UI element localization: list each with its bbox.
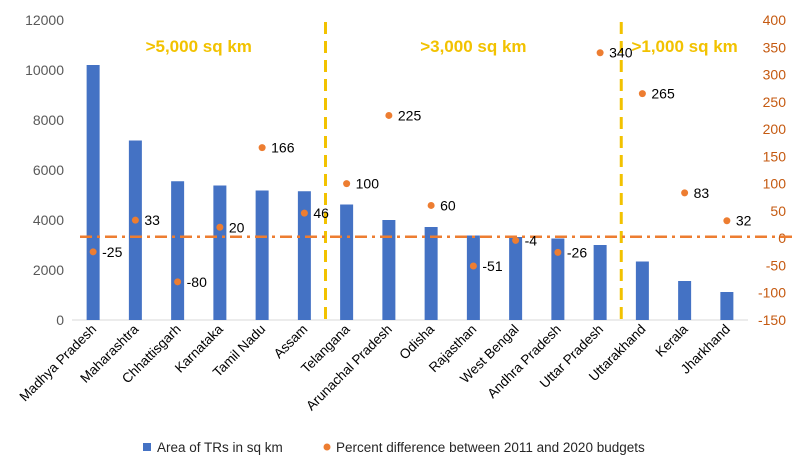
- percent-data-label: 100: [356, 176, 380, 192]
- right-axis-tick-label: 250: [763, 94, 787, 110]
- percent-point: [258, 144, 266, 152]
- group-dividers: [324, 22, 623, 320]
- legend-point-swatch: [323, 443, 331, 451]
- group-label: >1,000 sq km: [631, 37, 737, 56]
- percent-point: [681, 189, 689, 197]
- right-axis-tick-label: 400: [763, 12, 787, 28]
- category-tick-label: Madhya Pradesh: [16, 322, 99, 405]
- percent-data-label: -80: [187, 274, 207, 290]
- point-series: -25 33 -80 20 166 46 100 225 60 -51 -4 -26 340 265 83 3…: [89, 45, 752, 290]
- category-tick-label: Odisha: [396, 321, 437, 362]
- bar: [340, 204, 354, 320]
- right-axis-tick-label: 150: [763, 148, 787, 164]
- category-tick-label: Assam: [271, 322, 311, 362]
- percent-point: [385, 111, 393, 119]
- percent-data-label: 20: [229, 219, 245, 235]
- percent-data-label: -51: [482, 258, 502, 274]
- percent-data-label: 60: [440, 197, 456, 213]
- group-label: >3,000 sq km: [420, 37, 526, 56]
- percent-point: [174, 278, 182, 286]
- bar: [635, 261, 649, 320]
- percent-point: [131, 216, 139, 224]
- legend: Area of TRs in sq km Percent difference b…: [143, 440, 645, 455]
- percent-point: [512, 236, 520, 244]
- category-labels: Madhya PradeshMaharashtraChhattisgarhKar…: [16, 321, 733, 413]
- right-axis-tick-label: -100: [758, 285, 786, 301]
- percent-point: [216, 223, 224, 231]
- category-tick-label: Andhra Pradesh: [484, 322, 564, 402]
- bar: [297, 191, 311, 320]
- bar: [509, 237, 523, 320]
- left-axis-tick-label: 10000: [25, 62, 64, 78]
- bar: [171, 181, 185, 320]
- bar: [424, 227, 438, 320]
- percent-data-label: 33: [144, 212, 160, 228]
- percent-data-label: -26: [567, 244, 587, 260]
- right-axis-tick-label: 100: [763, 176, 787, 192]
- right-axis-tick-label: 300: [763, 67, 787, 83]
- right-axis-tick-label: -50: [766, 257, 786, 273]
- group-labels: >5,000 sq km >3,000 sq km >1,000 sq km: [146, 37, 738, 56]
- bar: [255, 190, 269, 320]
- right-axis: -150 -100 -50 0 50 100 150 200 250 300 350 400: [758, 12, 786, 328]
- percent-data-label: 83: [694, 185, 710, 201]
- left-axis-tick-label: 12000: [25, 12, 64, 28]
- left-axis-tick-label: 0: [56, 312, 64, 328]
- bar: [551, 238, 565, 320]
- percent-data-label: 166: [271, 140, 295, 156]
- legend-bar-label: Area of TRs in sq km: [157, 440, 283, 455]
- percent-point: [89, 248, 97, 256]
- bar: [678, 281, 692, 320]
- right-axis-tick-label: 50: [770, 203, 786, 219]
- bar: [466, 235, 480, 320]
- right-axis-tick-label: -150: [758, 312, 786, 328]
- percent-point: [469, 262, 477, 270]
- percent-data-label: -25: [102, 244, 122, 260]
- percent-point: [596, 49, 604, 57]
- left-axis-tick-label: 8000: [33, 112, 64, 128]
- percent-data-label: 46: [313, 205, 329, 221]
- percent-data-label: -4: [525, 232, 538, 248]
- bar: [720, 292, 734, 320]
- percent-point: [554, 248, 562, 256]
- left-axis-tick-label: 2000: [33, 262, 64, 278]
- percent-data-label: 32: [736, 213, 752, 229]
- left-axis-tick-label: 4000: [33, 212, 64, 228]
- bar: [213, 185, 227, 320]
- percent-point: [300, 209, 308, 217]
- bar-series: [86, 65, 734, 320]
- left-axis-tick-label: 6000: [33, 162, 64, 178]
- percent-point: [723, 217, 731, 225]
- legend-bar-swatch: [143, 443, 151, 451]
- group-label: >5,000 sq km: [146, 37, 252, 56]
- percent-point: [638, 90, 646, 98]
- percent-data-label: 340: [609, 45, 633, 61]
- percent-point: [343, 180, 351, 188]
- bar: [382, 220, 396, 320]
- right-axis-tick-label: 200: [763, 121, 787, 137]
- bar: [593, 245, 607, 320]
- category-tick-label: Kerala: [653, 321, 692, 360]
- bar: [128, 140, 142, 320]
- percent-point: [427, 201, 435, 209]
- legend-point-label: Percent difference between 2011 and 2020…: [336, 440, 645, 455]
- percent-data-label: 225: [398, 107, 422, 123]
- percent-data-label: 265: [651, 86, 675, 102]
- right-axis-tick-label: 0: [778, 230, 786, 246]
- bar: [86, 65, 100, 320]
- left-axis: 0 2000 4000 6000 8000 10000 12000: [25, 12, 748, 328]
- right-axis-tick-label: 350: [763, 39, 787, 55]
